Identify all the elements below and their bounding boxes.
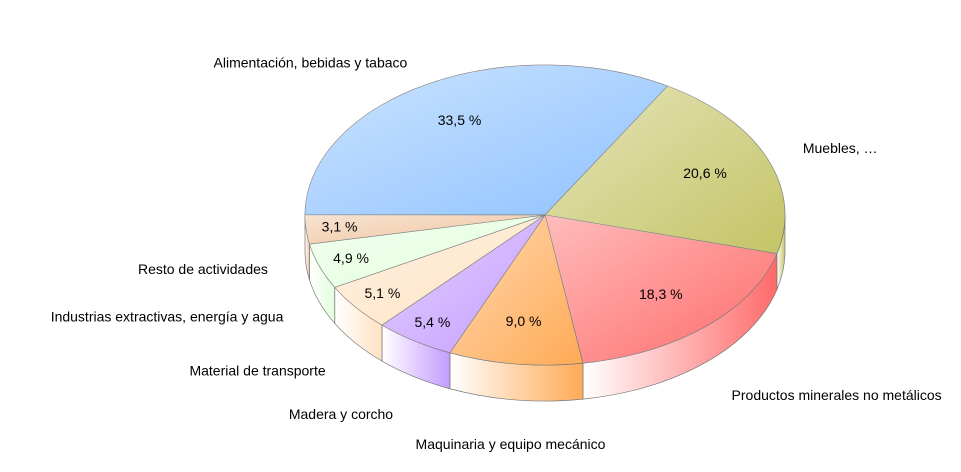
category-label: Muebles, … (803, 140, 878, 156)
value-label: 18,3 % (639, 286, 683, 302)
slice-shine (305, 215, 545, 245)
slice-shine (381, 215, 545, 353)
value-label: 5,4 % (414, 314, 450, 330)
slice-shine (545, 86, 786, 254)
category-label: Maquinaria y equipo mecánico (416, 436, 606, 452)
slice-shine (309, 215, 545, 288)
value-label: 5,1 % (364, 285, 400, 301)
value-label: 20,6 % (683, 165, 727, 181)
category-label: Madera y corcho (289, 406, 393, 422)
category-label: Industrias extractivas, energía y agua (51, 309, 284, 325)
slice-shine (449, 215, 583, 365)
value-label: 4,9 % (333, 250, 369, 266)
slice-shine (305, 65, 668, 216)
value-label: 9,0 % (506, 313, 542, 329)
category-label: Material de transporte (189, 362, 325, 378)
value-label: 33,5 % (438, 112, 482, 128)
slice-shine (334, 215, 545, 326)
value-label: 3,1 % (322, 218, 358, 234)
category-label: Productos minerales no metálicos (732, 387, 942, 403)
category-label: Resto de actividades (138, 261, 268, 277)
category-label: Alimentación, bebidas y tabaco (214, 54, 408, 70)
slice-shine (545, 215, 777, 364)
